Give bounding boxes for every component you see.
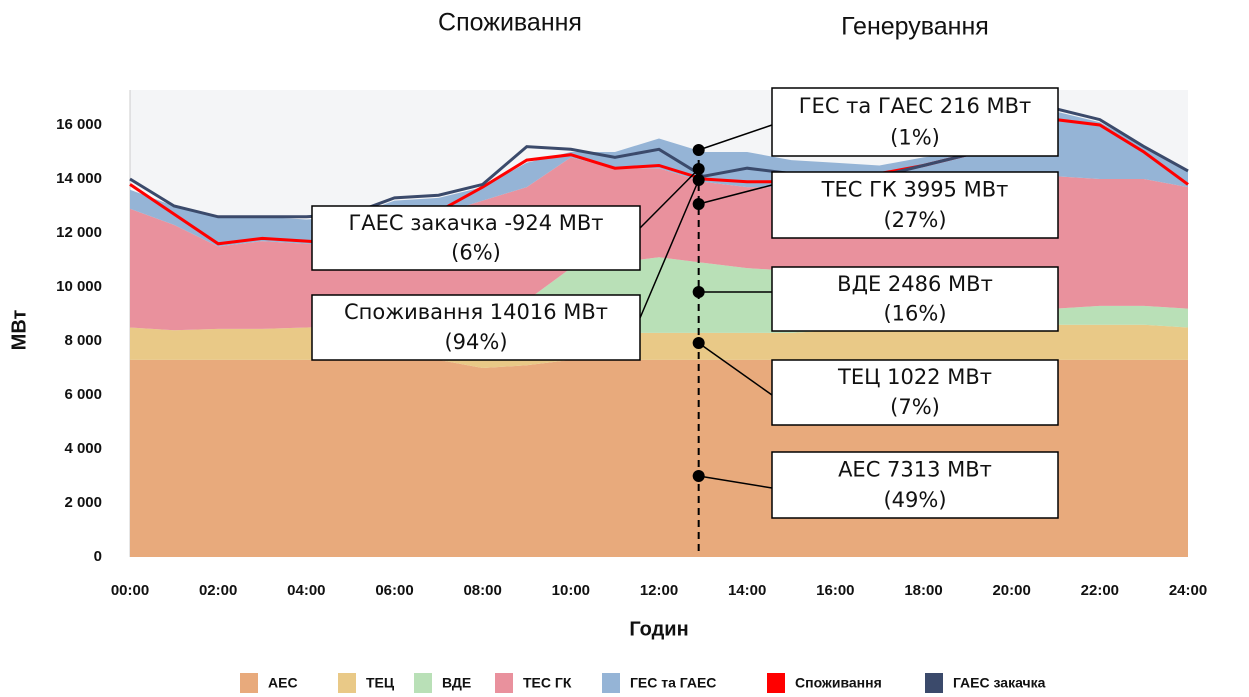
y-tick-label: 4 000 xyxy=(64,440,102,457)
annotation-text: ВДЕ 2486 МВт xyxy=(837,272,993,296)
legend-label: ГАЕС закачка xyxy=(953,675,1046,691)
x-tick-label: 16:00 xyxy=(816,582,854,599)
annotation-box xyxy=(771,171,1059,239)
annotation-dot xyxy=(692,285,705,298)
annotation-share: (1%) xyxy=(890,125,940,149)
annotation-dot xyxy=(692,198,705,211)
legend-swatch xyxy=(925,673,943,693)
legend-swatch xyxy=(338,673,356,693)
x-tick-label: 20:00 xyxy=(992,582,1030,599)
annotation-dot xyxy=(692,173,705,186)
x-tick-label: 02:00 xyxy=(199,582,237,599)
x-tick-label: 22:00 xyxy=(1081,582,1119,599)
annotation-dot xyxy=(692,470,705,482)
annotation-box xyxy=(771,87,1059,157)
legend-swatch xyxy=(495,673,513,693)
annotation-text: Споживання 14016 МВт xyxy=(344,300,608,324)
annotation-text: ТЕЦ 1022 МВт xyxy=(837,365,992,389)
annotation-connector xyxy=(639,179,700,319)
annotation-share: (27%) xyxy=(883,208,946,232)
x-tick-label: 14:00 xyxy=(728,582,766,599)
annotation-connector xyxy=(639,168,700,229)
x-tick-label: 18:00 xyxy=(904,582,942,599)
annotation-share: (49%) xyxy=(883,488,946,512)
x-tick-label: 12:00 xyxy=(640,582,678,599)
annotation-share: (6%) xyxy=(451,240,501,264)
y-tick-label: 14 000 xyxy=(56,170,102,187)
annotation-connector xyxy=(698,342,773,396)
legend-label: ТЕЦ xyxy=(366,675,395,691)
legend-label: ГЕС та ГАЕС xyxy=(630,675,716,691)
y-tick-label: 6 000 xyxy=(64,386,102,403)
legend-swatch xyxy=(414,673,432,693)
annotation-dot xyxy=(692,163,705,176)
annotation-text: АЕС 7313 МВт xyxy=(838,457,992,481)
annotation-text: ГЕС та ГАЕС 216 МВт xyxy=(799,94,1032,118)
annotation-box xyxy=(771,266,1059,332)
legend-swatch xyxy=(767,673,785,693)
y-tick-label: 10 000 xyxy=(56,278,102,295)
chart-title: Генерування xyxy=(841,13,989,41)
x-axis-label: Годин xyxy=(629,618,688,640)
legend-swatch xyxy=(602,673,620,693)
y-tick-label: 0 xyxy=(94,548,102,565)
annotation-share: (7%) xyxy=(890,395,940,419)
y-axis-label: МВт xyxy=(8,309,30,350)
x-tick-label: 24:00 xyxy=(1169,582,1207,599)
legend-label: АЕС xyxy=(268,675,298,691)
legend-label: ТЕС ГК xyxy=(523,675,572,691)
annotation-connector xyxy=(698,184,773,205)
x-tick-label: 06:00 xyxy=(375,582,413,599)
legend-label: ВДЕ xyxy=(442,675,471,691)
annotation-box xyxy=(311,205,641,271)
chart-title: Споживання xyxy=(438,9,582,37)
annotation-connector xyxy=(698,124,773,151)
legend-swatch xyxy=(240,673,258,693)
annotation-connector xyxy=(698,475,773,489)
annotation-share: (94%) xyxy=(444,330,507,354)
x-tick-label: 00:00 xyxy=(111,582,149,599)
y-tick-label: 16 000 xyxy=(56,116,102,133)
annotation-share: (16%) xyxy=(883,301,946,325)
y-tick-label: 12 000 xyxy=(56,224,102,241)
x-tick-label: 10:00 xyxy=(552,582,590,599)
annotation-box xyxy=(771,451,1059,519)
x-tick-label: 04:00 xyxy=(287,582,325,599)
annotation-box xyxy=(771,359,1059,426)
annotation-dot xyxy=(692,144,705,157)
annotation-text: ТЕС ГК 3995 МВт xyxy=(821,177,1009,201)
annotation-text: ГАЕС закачка -924 МВт xyxy=(348,211,603,235)
y-tick-label: 8 000 xyxy=(64,332,102,349)
annotation-dot xyxy=(692,336,705,349)
annotation-box xyxy=(311,294,641,361)
x-tick-label: 08:00 xyxy=(463,582,501,599)
y-tick-label: 2 000 xyxy=(64,494,102,511)
legend-label: Споживання xyxy=(795,675,882,691)
